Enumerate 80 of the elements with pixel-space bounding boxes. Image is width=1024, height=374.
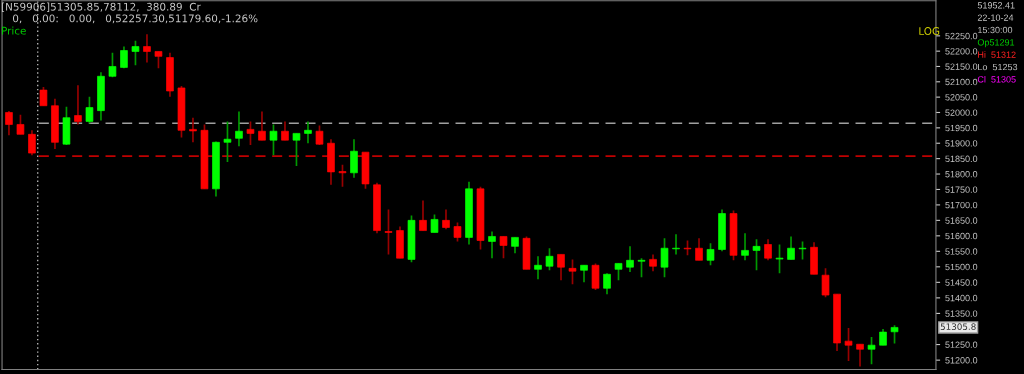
annotation: Price <box>2 26 26 35</box>
candlestick <box>591 262 600 291</box>
candlestick <box>660 237 669 279</box>
y-tick-label: 51400.0 <box>945 294 978 302</box>
text: 15:30:00 <box>978 26 1013 34</box>
y-tick-label: 51500.0 <box>945 263 978 271</box>
y-tick-label: 51450.0 <box>945 279 978 286</box>
candlestick <box>695 237 703 262</box>
y-tick-label: 51550.0 <box>945 248 978 255</box>
text: 51952.41 <box>977 2 1015 9</box>
candlestick <box>442 208 450 231</box>
y-tick-label: 51600.0 <box>945 232 978 240</box>
candlestick <box>384 208 393 256</box>
text: 22-10-24 <box>977 14 1014 21</box>
y-tick-label: 51350.0 <box>945 310 978 317</box>
candlestick <box>453 221 462 243</box>
y-tick-label: 51950.0 <box>945 124 978 132</box>
y-tick-label: 52000.0 <box>945 109 978 116</box>
candlestick <box>223 120 232 163</box>
candlestick <box>143 33 151 64</box>
candlestick <box>488 230 496 259</box>
y-tick-label: 51200.0 <box>945 357 978 364</box>
candlestick <box>5 110 13 137</box>
annotation: 0, 0.00: 0.00, 0,52257.30,51179.60,-1.26% <box>12 14 258 24</box>
candlestick <box>637 257 646 279</box>
annotation: [N59906]51305.85,78112, 380.89 Cr <box>1 2 201 12</box>
candlestick <box>16 113 25 136</box>
candlestick <box>108 51 117 79</box>
candlestick <box>764 238 772 262</box>
candlestick <box>189 116 197 144</box>
y-tick-label: 51850.0 <box>945 155 978 162</box>
candlestick <box>28 129 36 157</box>
y-tick-label: 51650.0 <box>945 217 978 224</box>
candlestick <box>269 123 278 157</box>
candlestick <box>867 336 876 366</box>
y-tick-label: 51900.0 <box>945 140 978 147</box>
candlestick <box>557 253 565 282</box>
y-tick-label: 51250.0 <box>945 341 978 348</box>
text: Lo 51253 <box>978 63 1018 71</box>
candlestick <box>821 267 830 299</box>
candlestick <box>499 235 508 259</box>
text: LOG <box>919 27 940 35</box>
candlestick <box>304 120 312 145</box>
candlestick <box>890 324 899 345</box>
candlestick <box>787 235 795 261</box>
candlestick <box>419 199 427 232</box>
y-tick-label: 52250.0 <box>945 32 978 40</box>
candlestick <box>246 120 255 146</box>
candlestick <box>603 272 611 295</box>
y-tick-label: 52150.0 <box>945 63 978 70</box>
candlestick <box>545 247 554 272</box>
candlestick <box>706 242 715 267</box>
candlestick <box>741 232 749 262</box>
candlestick <box>39 86 48 107</box>
text: 51305.8 <box>940 323 976 330</box>
candlestick <box>568 258 577 286</box>
candlestick <box>131 39 140 67</box>
candlestick <box>281 120 289 141</box>
candlestick <box>844 327 853 362</box>
candlestick <box>258 110 266 141</box>
candlestick <box>534 255 542 281</box>
candlestick <box>856 343 864 368</box>
candlestick <box>338 163 347 188</box>
y-tick-label: 51800.0 <box>945 171 978 178</box>
candlestick <box>74 84 82 126</box>
y-tick-label: 52050.0 <box>945 94 978 101</box>
text: Cl 51305 <box>977 75 1016 83</box>
candlestick <box>85 95 94 125</box>
candlestick <box>752 238 761 272</box>
y-tick-label: 52100.0 <box>945 78 978 86</box>
candlestick <box>235 110 243 148</box>
candlestick <box>350 138 358 179</box>
y-tick-label: 51750.0 <box>945 186 978 193</box>
candlestick <box>775 243 784 275</box>
candlestick <box>626 245 634 273</box>
text: Op51291 <box>977 39 1015 48</box>
candlestick <box>292 132 301 167</box>
text: Hi 51312 <box>978 51 1016 58</box>
y-tick-label: 52200.0 <box>945 48 978 55</box>
y-tick-label: 51700.0 <box>945 201 978 209</box>
